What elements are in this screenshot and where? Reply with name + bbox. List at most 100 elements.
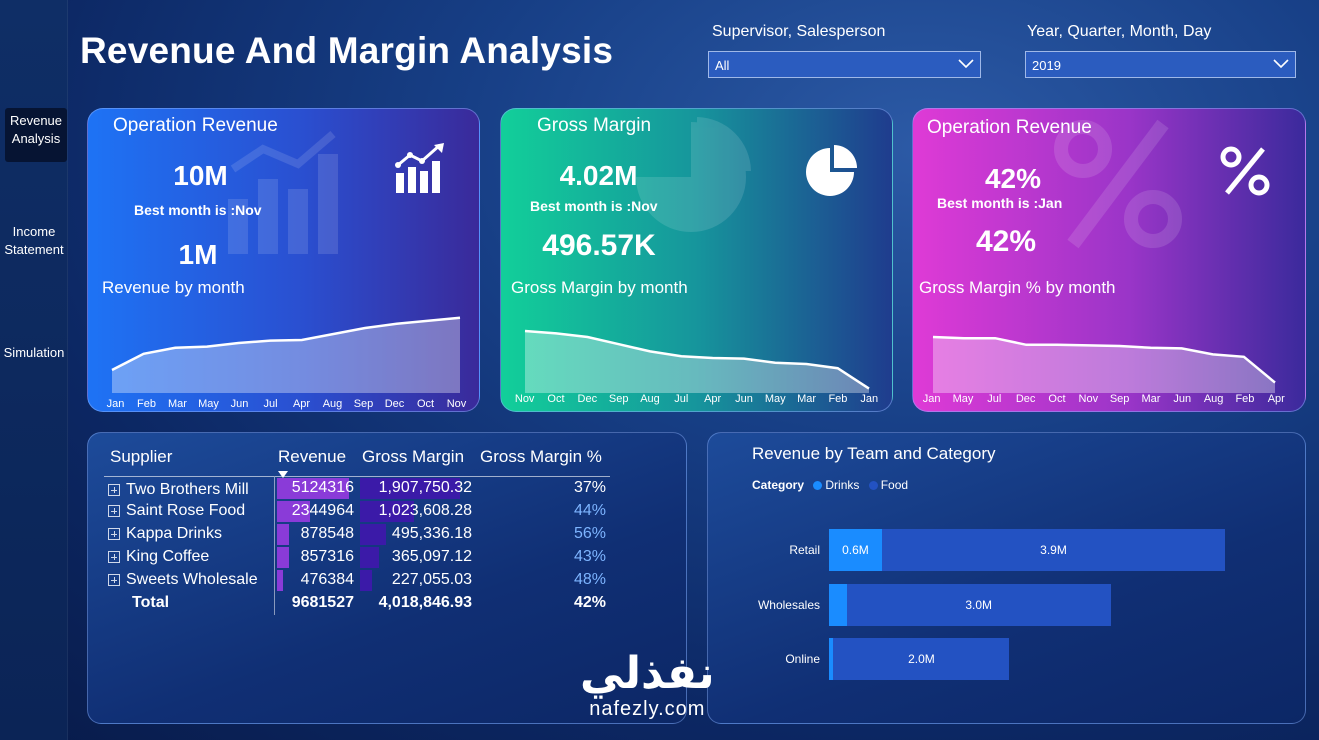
revenue-databar [276, 523, 289, 545]
legend-food-label[interactable]: Food [880, 478, 909, 492]
expand-icon[interactable] [108, 504, 120, 517]
revenue-total: 10M [173, 160, 228, 191]
table-row[interactable]: Two Brothers Mill 5124316 1,907,750.32 3… [104, 476, 610, 500]
bar-drinks[interactable]: 0.6M [829, 529, 882, 571]
revenue-card: Operation Revenue 10M Best month is :Nov… [87, 108, 480, 412]
month-tick-label: Jul [987, 393, 1002, 405]
chevron-down-icon [1273, 59, 1289, 69]
month-tick-label: Aug [1203, 393, 1224, 405]
percent-month-axis: Jan May Jul Dec Oct Nov Sep Mar Jun Aug Feb Apr [916, 393, 1292, 405]
bar-food[interactable]: 3.9M [881, 529, 1226, 571]
bar-drinks[interactable] [829, 638, 834, 680]
page-title: Revenue And Margin Analysis [80, 30, 614, 71]
month-tick-label: Nov [514, 393, 535, 405]
margin-month-axis: Nov Oct Dec Sep Aug Jul Apr Jun May Mar Feb Jan [509, 393, 885, 405]
margin-card: Gross Margin 4.02M Best month is :Nov 49… [500, 108, 893, 412]
margin-total: 4.02M [559, 160, 638, 191]
margin-chart-title: Gross Margin by month [511, 278, 688, 297]
legend-drinks-label[interactable]: Drinks [825, 478, 860, 492]
month-tick-label: Apr [704, 393, 722, 405]
expand-icon[interactable] [108, 527, 120, 540]
revenue-cell: 476384 [273, 568, 358, 592]
revenue-databar [276, 569, 283, 591]
month-tick-label: Jan [860, 393, 879, 405]
margin-databar [360, 478, 460, 499]
nav-label-line1: Income [12, 224, 56, 239]
margin-cell: 495,336.18 [358, 523, 476, 546]
legend-food-dot [868, 481, 878, 491]
team-chart-panel: Revenue by Team and Category Category Dr… [707, 432, 1306, 724]
margin-month-value: 496.57K [542, 229, 656, 262]
table-row[interactable]: Sweets Wholesale 476384 227,055.03 48% [104, 568, 610, 592]
month-tick-label: Jun [735, 393, 753, 405]
percent-month-value: 42% [975, 225, 1037, 258]
bar-food[interactable]: 2.0M [833, 638, 1010, 680]
col-header-gross-margin[interactable]: Gross Margin [362, 447, 465, 466]
nav-simulation[interactable]: Simulation [0, 344, 68, 362]
expand-icon[interactable] [108, 573, 120, 586]
month-tick-label: Nov [1078, 393, 1099, 405]
month-tick-label: Oct [416, 398, 435, 410]
sort-descending-icon [278, 471, 288, 478]
margin-cell: 1,907,750.32 [358, 477, 476, 500]
nav-revenue-analysis[interactable]: Revenue Analysis [5, 108, 67, 162]
col-header-revenue[interactable]: Revenue [274, 447, 358, 478]
supplier-name: Two Brothers Mill [126, 481, 249, 499]
month-tick-label: Oct [547, 393, 565, 405]
margin-pct-cell: 43% [573, 548, 606, 565]
percent-card-title: Operation Revenue [927, 117, 1092, 138]
bar-food[interactable]: 3.0M [846, 584, 1111, 626]
col-header-gross-margin-pct[interactable]: Gross Margin % [480, 447, 602, 466]
brand-logo: نفذلي nafezly.com [580, 650, 715, 721]
pie-chart-watermark-icon [636, 117, 751, 232]
supplier-name: Saint Rose Food [126, 502, 246, 519]
supplier-name: Kappa Drinks [126, 525, 223, 542]
team-chart-title: Revenue by Team and Category [752, 444, 996, 463]
date-slicer[interactable]: 2019 [1025, 51, 1296, 78]
percent-card: Operation Revenue 42% Best month is :Jan… [912, 108, 1306, 412]
revenue-cell: 5124316 [273, 476, 358, 500]
month-tick-label: Nov [446, 398, 467, 410]
month-tick-label: Oct [1048, 393, 1066, 405]
col-header-revenue-label: Revenue [278, 447, 347, 466]
supervisor-slicer[interactable]: All [708, 51, 981, 78]
month-tick-label: Jan [922, 393, 941, 405]
team-chart-legend: Category Drinks Food [752, 478, 908, 492]
legend-drinks-dot [813, 481, 823, 491]
col-header-supplier[interactable]: Supplier [110, 447, 173, 466]
expand-icon[interactable] [108, 484, 120, 497]
month-tick-label: Jun [230, 398, 249, 410]
area-line [111, 316, 461, 372]
revenue-cell: 2344964 [273, 499, 358, 523]
margin-pct-cell: 44% [573, 502, 606, 519]
total-margin-pct: 42% [573, 594, 606, 611]
date-slicer-label: Year, Quarter, Month, Day [1027, 23, 1212, 40]
category-label: Online [785, 652, 820, 666]
margin-databar [360, 546, 379, 568]
bar-chart-growth-icon [395, 143, 444, 193]
supplier-name: Sweets Wholesale [126, 571, 258, 588]
revenue-databar [276, 500, 310, 522]
month-tick-label: Dec [577, 393, 598, 405]
nav-income-statement[interactable]: Income Statement [0, 223, 68, 259]
percent-total: 42% [984, 163, 1042, 194]
margin-databar [360, 523, 386, 545]
table-row[interactable]: Kappa Drinks 878548 495,336.18 56% [104, 522, 610, 546]
month-tick-label: Feb [137, 398, 156, 410]
month-tick-label: Aug [322, 398, 343, 410]
expand-icon[interactable] [108, 550, 120, 563]
table-row[interactable]: King Coffee 857316 365,097.12 43% [104, 545, 610, 569]
sidebar: Revenue Analysis Income Statement Simula… [0, 0, 68, 740]
category-label: Wholesales [757, 598, 820, 612]
month-tick-label: Jan [106, 398, 125, 410]
revenue-card-title: Operation Revenue [113, 115, 278, 136]
percent-chart-title: Gross Margin % by month [919, 278, 1116, 297]
month-tick-label: Mar [1141, 393, 1161, 405]
bar-drinks[interactable] [829, 584, 847, 626]
supplier-cell: Saint Rose Food [104, 500, 274, 523]
nav-label-line2: Statement [4, 242, 64, 257]
revenue-best-month: Best month is :Nov [134, 202, 262, 218]
revenue-cell: 878548 [273, 522, 358, 546]
nav-label-line1: Revenue [9, 113, 63, 128]
table-row[interactable]: Saint Rose Food 2344964 1,023,608.28 44% [104, 499, 610, 523]
